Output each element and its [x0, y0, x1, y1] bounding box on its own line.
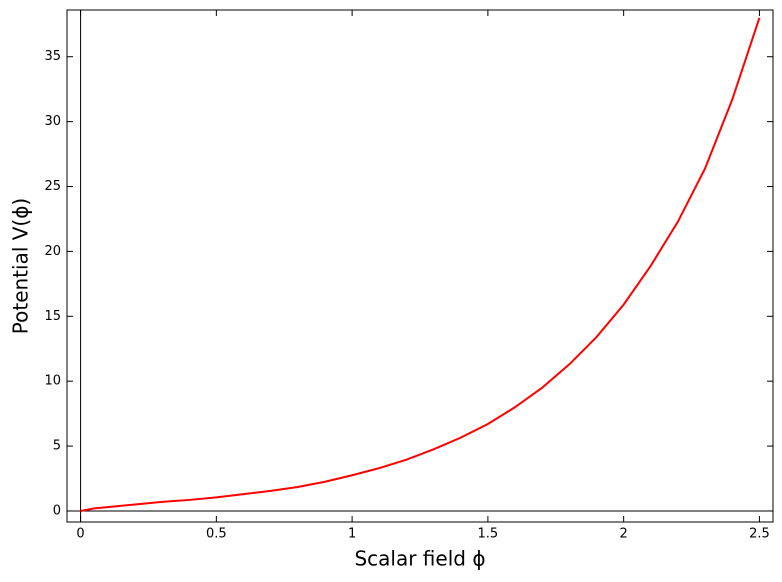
y-tick-label: 10: [44, 374, 61, 389]
y-tick-label: 0: [53, 503, 61, 518]
y-tick-label: 15: [44, 309, 61, 324]
y-axis-label: Potential V(ϕ): [9, 198, 33, 334]
x-tick-label: 1.5: [478, 527, 499, 542]
y-tick-label: 20: [44, 244, 61, 259]
line: [80, 17, 761, 512]
x-axis-label: Scalar field ϕ: [354, 547, 485, 571]
x-tick-label: 1: [348, 527, 356, 542]
y-tick-label: 25: [44, 179, 61, 194]
plot-frame: [66, 9, 774, 523]
y-tick-label: 30: [44, 114, 61, 129]
x-tick-label: 0.5: [206, 527, 227, 542]
x-tick-label: 0: [76, 527, 84, 542]
y-tick-label: 5: [53, 439, 61, 454]
y-tick-label: 35: [44, 49, 61, 64]
x-tick-label: 2: [620, 527, 628, 542]
x-tick-label: 2.5: [749, 527, 770, 542]
